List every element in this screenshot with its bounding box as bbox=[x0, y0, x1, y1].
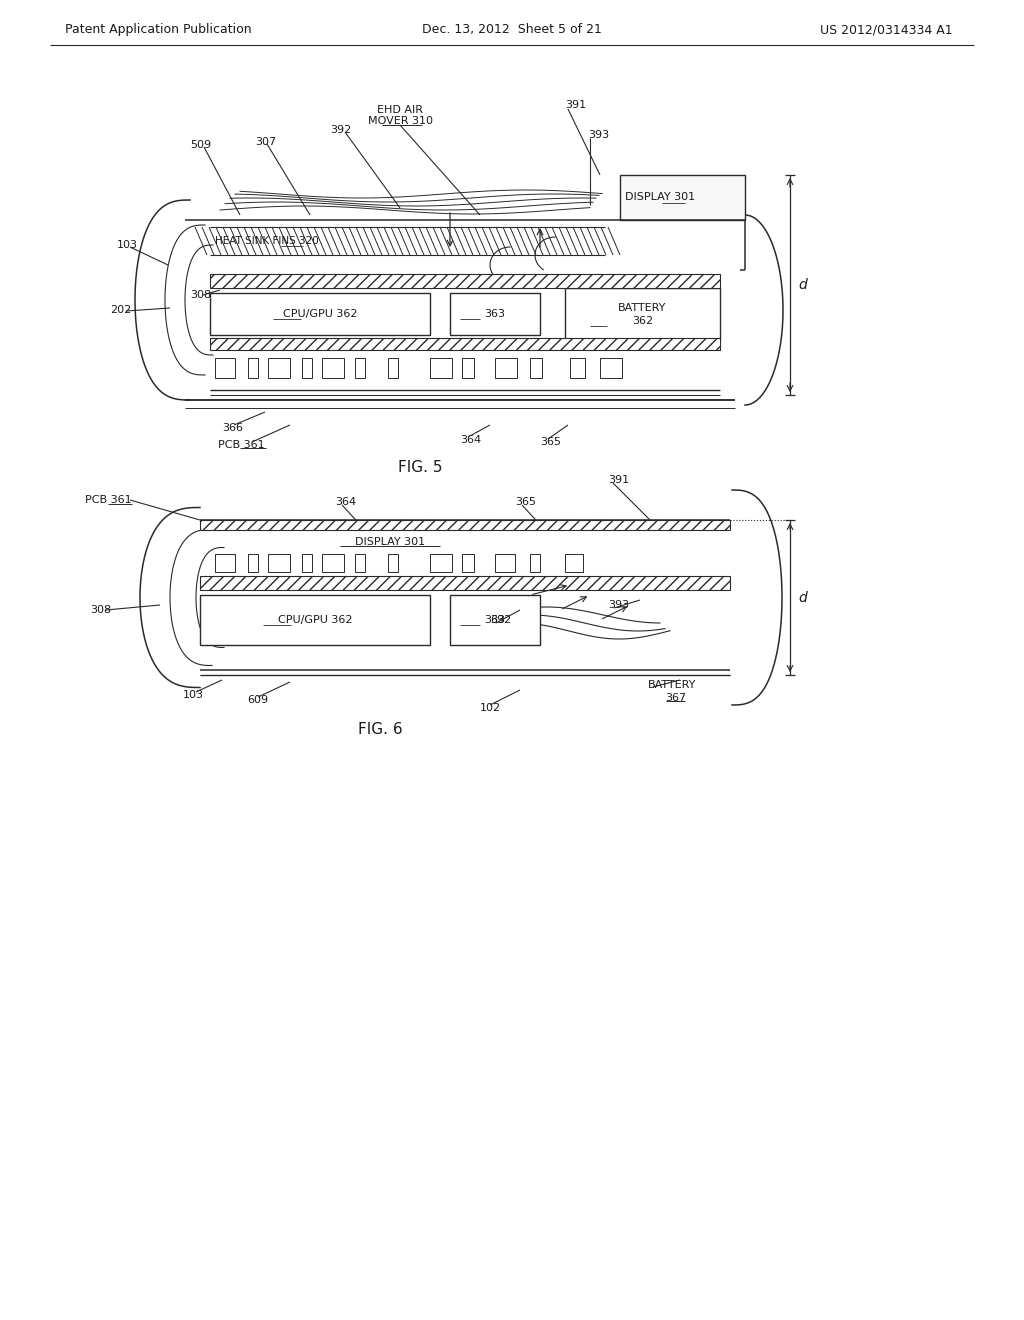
Text: BATTERY: BATTERY bbox=[648, 680, 696, 690]
Text: 391: 391 bbox=[608, 475, 629, 484]
Bar bbox=[530, 554, 540, 572]
Bar bbox=[355, 554, 365, 572]
Text: 366: 366 bbox=[222, 422, 243, 433]
Text: 367: 367 bbox=[665, 693, 686, 704]
Text: PCB 361: PCB 361 bbox=[85, 495, 132, 506]
Bar bbox=[355, 358, 365, 378]
Bar bbox=[495, 554, 515, 572]
Text: d: d bbox=[798, 590, 807, 605]
Text: 365: 365 bbox=[515, 498, 536, 507]
Text: EHD AIR: EHD AIR bbox=[377, 106, 423, 115]
Text: 362: 362 bbox=[632, 315, 653, 326]
Text: HEAT SINK FINS 320: HEAT SINK FINS 320 bbox=[215, 236, 318, 246]
Text: 391: 391 bbox=[565, 100, 586, 110]
Bar bbox=[430, 554, 452, 572]
Bar bbox=[450, 293, 540, 335]
Text: 103: 103 bbox=[117, 240, 138, 249]
Bar bbox=[462, 358, 474, 378]
Text: 103: 103 bbox=[183, 690, 204, 700]
Text: 364: 364 bbox=[335, 498, 356, 507]
Text: Patent Application Publication: Patent Application Publication bbox=[65, 24, 252, 37]
Bar bbox=[215, 554, 234, 572]
Bar bbox=[430, 358, 452, 378]
Text: 363: 363 bbox=[484, 615, 506, 624]
Bar bbox=[268, 358, 290, 378]
Text: US 2012/0314334 A1: US 2012/0314334 A1 bbox=[820, 24, 952, 37]
Text: FIG. 6: FIG. 6 bbox=[357, 722, 402, 738]
Text: CPU/GPU 362: CPU/GPU 362 bbox=[283, 309, 357, 319]
Text: 363: 363 bbox=[484, 309, 506, 319]
Text: 364: 364 bbox=[460, 436, 481, 445]
Text: 308: 308 bbox=[90, 605, 112, 615]
Bar bbox=[530, 358, 542, 378]
Text: 393: 393 bbox=[608, 601, 629, 610]
Bar bbox=[210, 275, 720, 288]
Bar bbox=[600, 358, 622, 378]
Text: 365: 365 bbox=[540, 437, 561, 447]
Bar bbox=[388, 554, 398, 572]
Text: d: d bbox=[798, 279, 807, 292]
Text: 308: 308 bbox=[190, 290, 211, 300]
Bar bbox=[210, 293, 430, 335]
Bar bbox=[620, 176, 745, 220]
Bar bbox=[200, 576, 730, 590]
Bar bbox=[302, 358, 312, 378]
Bar bbox=[570, 358, 585, 378]
Bar bbox=[200, 595, 430, 645]
Bar bbox=[248, 358, 258, 378]
Text: MOVER 310: MOVER 310 bbox=[368, 116, 432, 125]
Bar bbox=[322, 554, 344, 572]
Text: 509: 509 bbox=[190, 140, 211, 150]
Text: PCB 361: PCB 361 bbox=[218, 440, 264, 450]
Bar bbox=[210, 338, 720, 350]
Bar bbox=[248, 554, 258, 572]
Bar bbox=[495, 358, 517, 378]
Bar bbox=[388, 358, 398, 378]
Bar bbox=[215, 358, 234, 378]
Bar bbox=[565, 554, 583, 572]
Text: 202: 202 bbox=[110, 305, 131, 315]
Text: CPU/GPU 362: CPU/GPU 362 bbox=[278, 615, 352, 624]
Text: DISPLAY 301: DISPLAY 301 bbox=[625, 193, 695, 202]
Text: 393: 393 bbox=[588, 129, 609, 140]
Text: FIG. 5: FIG. 5 bbox=[397, 461, 442, 475]
Bar bbox=[462, 554, 474, 572]
Bar bbox=[450, 595, 540, 645]
Bar bbox=[268, 554, 290, 572]
Bar bbox=[565, 288, 720, 341]
Text: 609: 609 bbox=[247, 696, 268, 705]
Text: BATTERY: BATTERY bbox=[618, 304, 667, 313]
Text: 102: 102 bbox=[480, 704, 501, 713]
Text: 392: 392 bbox=[490, 615, 511, 624]
Text: 392: 392 bbox=[330, 125, 351, 135]
Text: DISPLAY 301: DISPLAY 301 bbox=[355, 537, 425, 546]
Text: 307: 307 bbox=[255, 137, 276, 147]
Bar bbox=[302, 554, 312, 572]
Text: Dec. 13, 2012  Sheet 5 of 21: Dec. 13, 2012 Sheet 5 of 21 bbox=[422, 24, 602, 37]
Bar bbox=[200, 520, 730, 531]
Bar bbox=[322, 358, 344, 378]
